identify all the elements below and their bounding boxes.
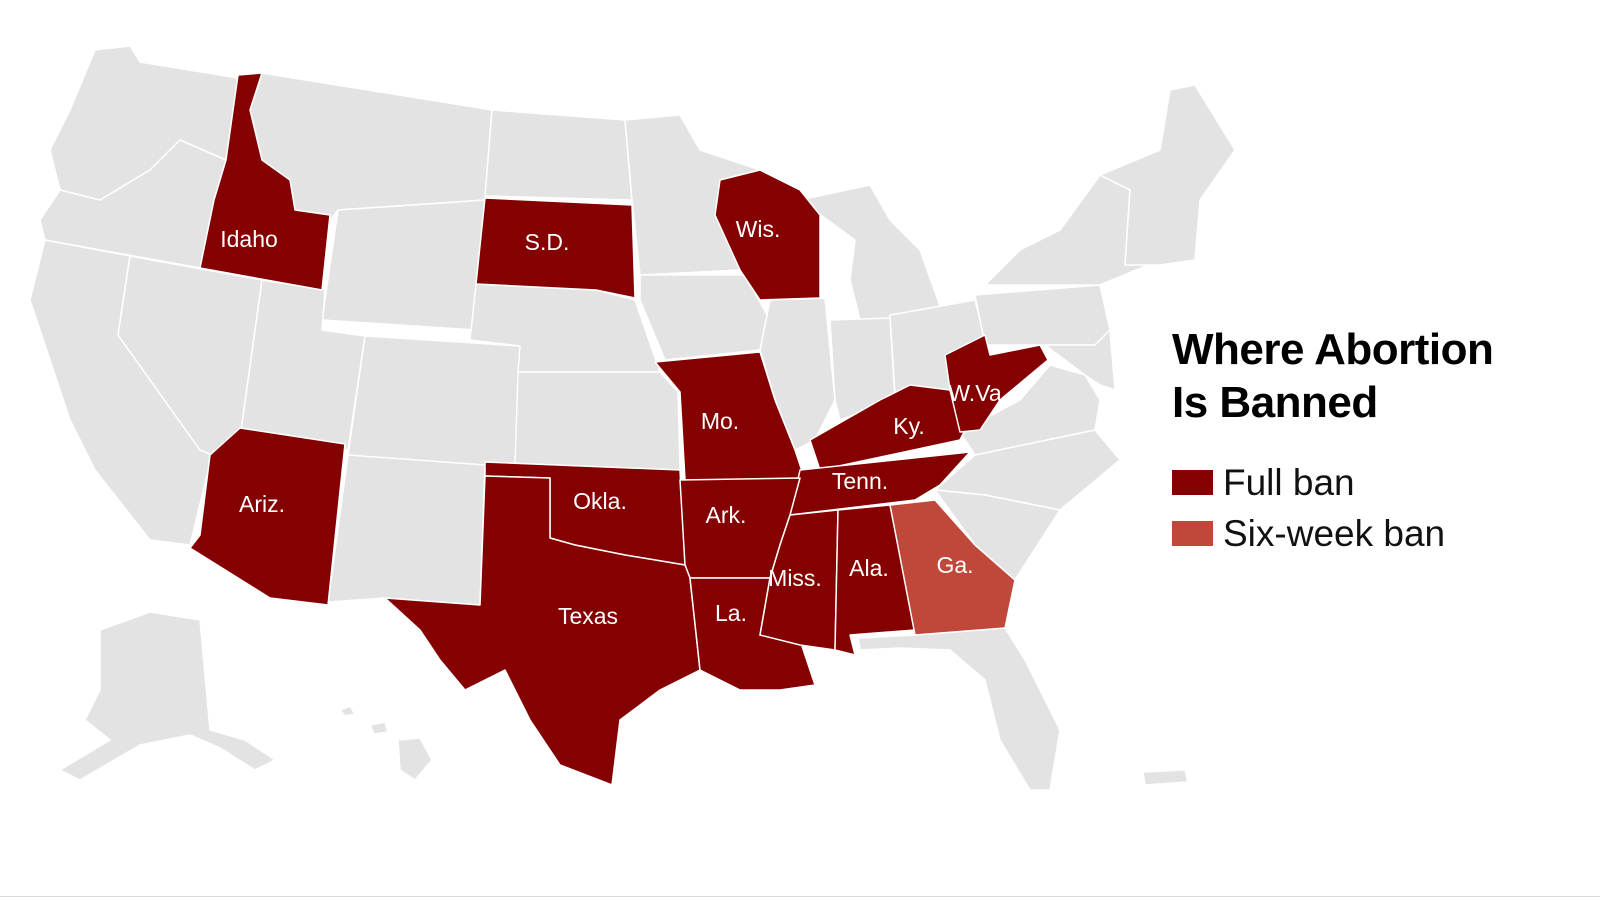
label-wisconsin: Wis.	[736, 216, 781, 242]
six-week-ban-swatch	[1172, 521, 1213, 546]
state-arizona	[189, 427, 346, 606]
state-north-dakota	[484, 109, 633, 201]
state-alaska	[59, 611, 276, 781]
label-missouri: Mo.	[701, 408, 739, 434]
label-alabama: Ala.	[849, 555, 889, 581]
state-missouri	[654, 351, 806, 481]
legend-item-full-ban: Full ban	[1172, 457, 1592, 508]
legend-title-line-1: Where Abortion	[1172, 325, 1494, 374]
full-ban-label: Full ban	[1223, 461, 1355, 503]
legend-item-six-week-ban: Six-week ban	[1172, 508, 1592, 559]
state-texas	[384, 475, 701, 786]
bottom-divider	[0, 896, 1600, 897]
state-pennsylvania	[974, 284, 1111, 346]
state-iowa	[639, 274, 771, 361]
label-arkansas: Ark.	[706, 502, 747, 528]
territory-puerto-rico	[1142, 769, 1189, 786]
label-south-dakota: S.D.	[525, 229, 570, 255]
six-week-ban-label: Six-week ban	[1223, 512, 1446, 554]
state-idaho	[199, 72, 331, 291]
state-new-mexico	[327, 454, 486, 606]
full-ban-swatch	[1172, 470, 1213, 495]
legend: Where Abortion Is Banned Full ban Six-we…	[1172, 323, 1592, 559]
label-louisiana: La.	[715, 600, 747, 626]
label-west-virginia: W.Va	[948, 380, 1001, 406]
state-south-dakota	[475, 197, 636, 299]
label-mississippi: Miss.	[768, 565, 822, 591]
state-florida	[857, 627, 1061, 791]
label-oklahoma: Okla.	[573, 488, 627, 514]
label-tennessee: Tenn.	[832, 468, 888, 494]
state-wyoming	[321, 199, 486, 331]
state-hawaii	[339, 705, 433, 781]
label-kentucky: Ky.	[893, 413, 925, 439]
state-georgia	[889, 499, 1016, 636]
label-georgia: Ga.	[936, 552, 973, 578]
legend-title: Where Abortion Is Banned	[1172, 323, 1592, 429]
label-texas: Texas	[558, 603, 618, 629]
state-kansas	[514, 371, 681, 471]
state-new-england	[1099, 84, 1236, 266]
legend-title-line-2: Is Banned	[1172, 378, 1378, 427]
label-idaho: Idaho	[220, 226, 278, 252]
label-arizona: Ariz.	[239, 491, 285, 517]
state-west-virginia	[944, 334, 1049, 433]
state-colorado	[347, 335, 521, 471]
state-wisconsin	[714, 169, 821, 301]
